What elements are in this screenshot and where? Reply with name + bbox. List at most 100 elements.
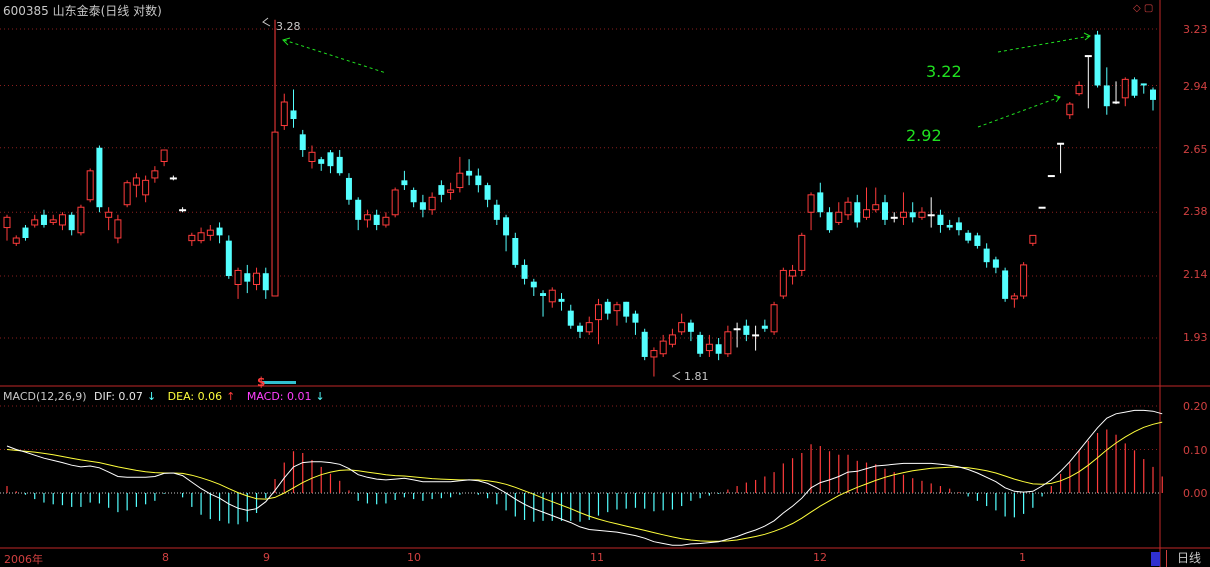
dea-line [6, 421, 1163, 542]
candle-body [503, 217, 510, 236]
candle-body [965, 232, 972, 241]
candle-body [955, 222, 962, 231]
candle-body [179, 209, 187, 212]
candle-body [271, 131, 279, 297]
low-price-label: 1.81 [684, 370, 709, 383]
candle-body [308, 151, 316, 163]
date-tick: 9 [263, 551, 270, 564]
candle-body [881, 202, 888, 220]
candle-body [641, 331, 648, 357]
date-tick: 8 [162, 551, 169, 564]
candle-body [807, 194, 815, 213]
candle-body [761, 325, 768, 329]
candle-body [484, 185, 491, 200]
candle-body [585, 322, 593, 333]
candle-body [715, 344, 722, 354]
candle-body [31, 219, 39, 226]
candle-body [512, 237, 519, 265]
candle-body [216, 227, 223, 236]
candle-body [733, 328, 741, 331]
macd-tick: 0.00 [1183, 487, 1208, 500]
candle-body [697, 334, 704, 354]
candle-body [835, 211, 843, 223]
candle-body [548, 289, 556, 303]
candle-body [234, 269, 242, 285]
candle-body [854, 202, 861, 223]
candle-body [253, 272, 261, 285]
candle-body [1131, 79, 1138, 96]
candle-body [401, 180, 408, 186]
candle-body [355, 199, 362, 220]
candle-body [475, 175, 482, 186]
candle-body [12, 237, 20, 244]
dif-line [6, 409, 1163, 546]
candle-body [290, 110, 297, 120]
candle-body [540, 293, 547, 296]
candle-body [188, 234, 196, 242]
candle-body [594, 304, 602, 321]
candle-body [1020, 264, 1028, 297]
candle-body [1066, 103, 1074, 116]
candle-body [142, 179, 150, 196]
window-icons[interactable]: ◇ ▢ [1133, 3, 1154, 14]
candlestick-series [3, 19, 1156, 377]
candle-body [456, 172, 464, 189]
date-tick: 2006年 [4, 553, 43, 566]
candle-body [1038, 206, 1046, 209]
candle-body [262, 273, 269, 291]
candle-body [705, 343, 713, 352]
candle-body [530, 281, 537, 288]
candle-body [336, 156, 343, 174]
price-tick: 3.23 [1183, 23, 1208, 36]
high-price-label: 3.28 [276, 20, 301, 33]
candle-body [466, 170, 473, 176]
candle-body [817, 192, 824, 213]
candle-body [1057, 142, 1065, 145]
scroll-thumb[interactable] [1151, 552, 1160, 566]
event-marker: $ [257, 375, 266, 389]
candle-body [826, 212, 833, 231]
candle-body [299, 134, 306, 151]
candle-body [668, 334, 676, 345]
annotation-arrows [262, 17, 1091, 384]
macd-params: MACD(12,26,9) [3, 390, 87, 403]
candle-body [890, 216, 898, 219]
candle-body [49, 219, 57, 223]
candle-body [40, 214, 47, 225]
price-tick: 2.65 [1183, 143, 1208, 156]
candle-body [1112, 101, 1120, 104]
candle-body [909, 212, 916, 218]
period-button[interactable]: 日线 [1166, 550, 1210, 567]
macd-lines [6, 409, 1163, 546]
macd-value: MACD: 0.01 ↓ [246, 390, 325, 403]
candle-body [373, 214, 380, 225]
candle-body [521, 264, 528, 279]
macd-tick: 0.20 [1183, 400, 1208, 413]
candle-body [419, 202, 426, 210]
price-tick: 2.38 [1183, 205, 1208, 218]
candle-body [86, 170, 94, 201]
candle-body [132, 177, 140, 186]
candle-body [577, 325, 583, 332]
candle-body [558, 298, 565, 302]
candle-body [244, 273, 251, 282]
price-tick: 2.14 [1183, 268, 1208, 281]
candle-body [872, 204, 880, 211]
candle-body [789, 269, 797, 277]
candle-body [567, 310, 574, 326]
candle-body [77, 206, 85, 234]
candle-body [798, 234, 806, 271]
candle-body [58, 214, 66, 226]
candle-body [844, 201, 852, 216]
candle-body [410, 189, 417, 203]
candle-body [724, 331, 732, 355]
candle-body [899, 211, 907, 218]
candle-body [1103, 85, 1110, 107]
date-tick: 12 [813, 551, 827, 564]
candle-body [1150, 89, 1156, 100]
candle-body [438, 185, 445, 195]
date-tick: 11 [590, 551, 604, 564]
candle-body [1121, 78, 1129, 99]
candle-body [687, 322, 694, 332]
